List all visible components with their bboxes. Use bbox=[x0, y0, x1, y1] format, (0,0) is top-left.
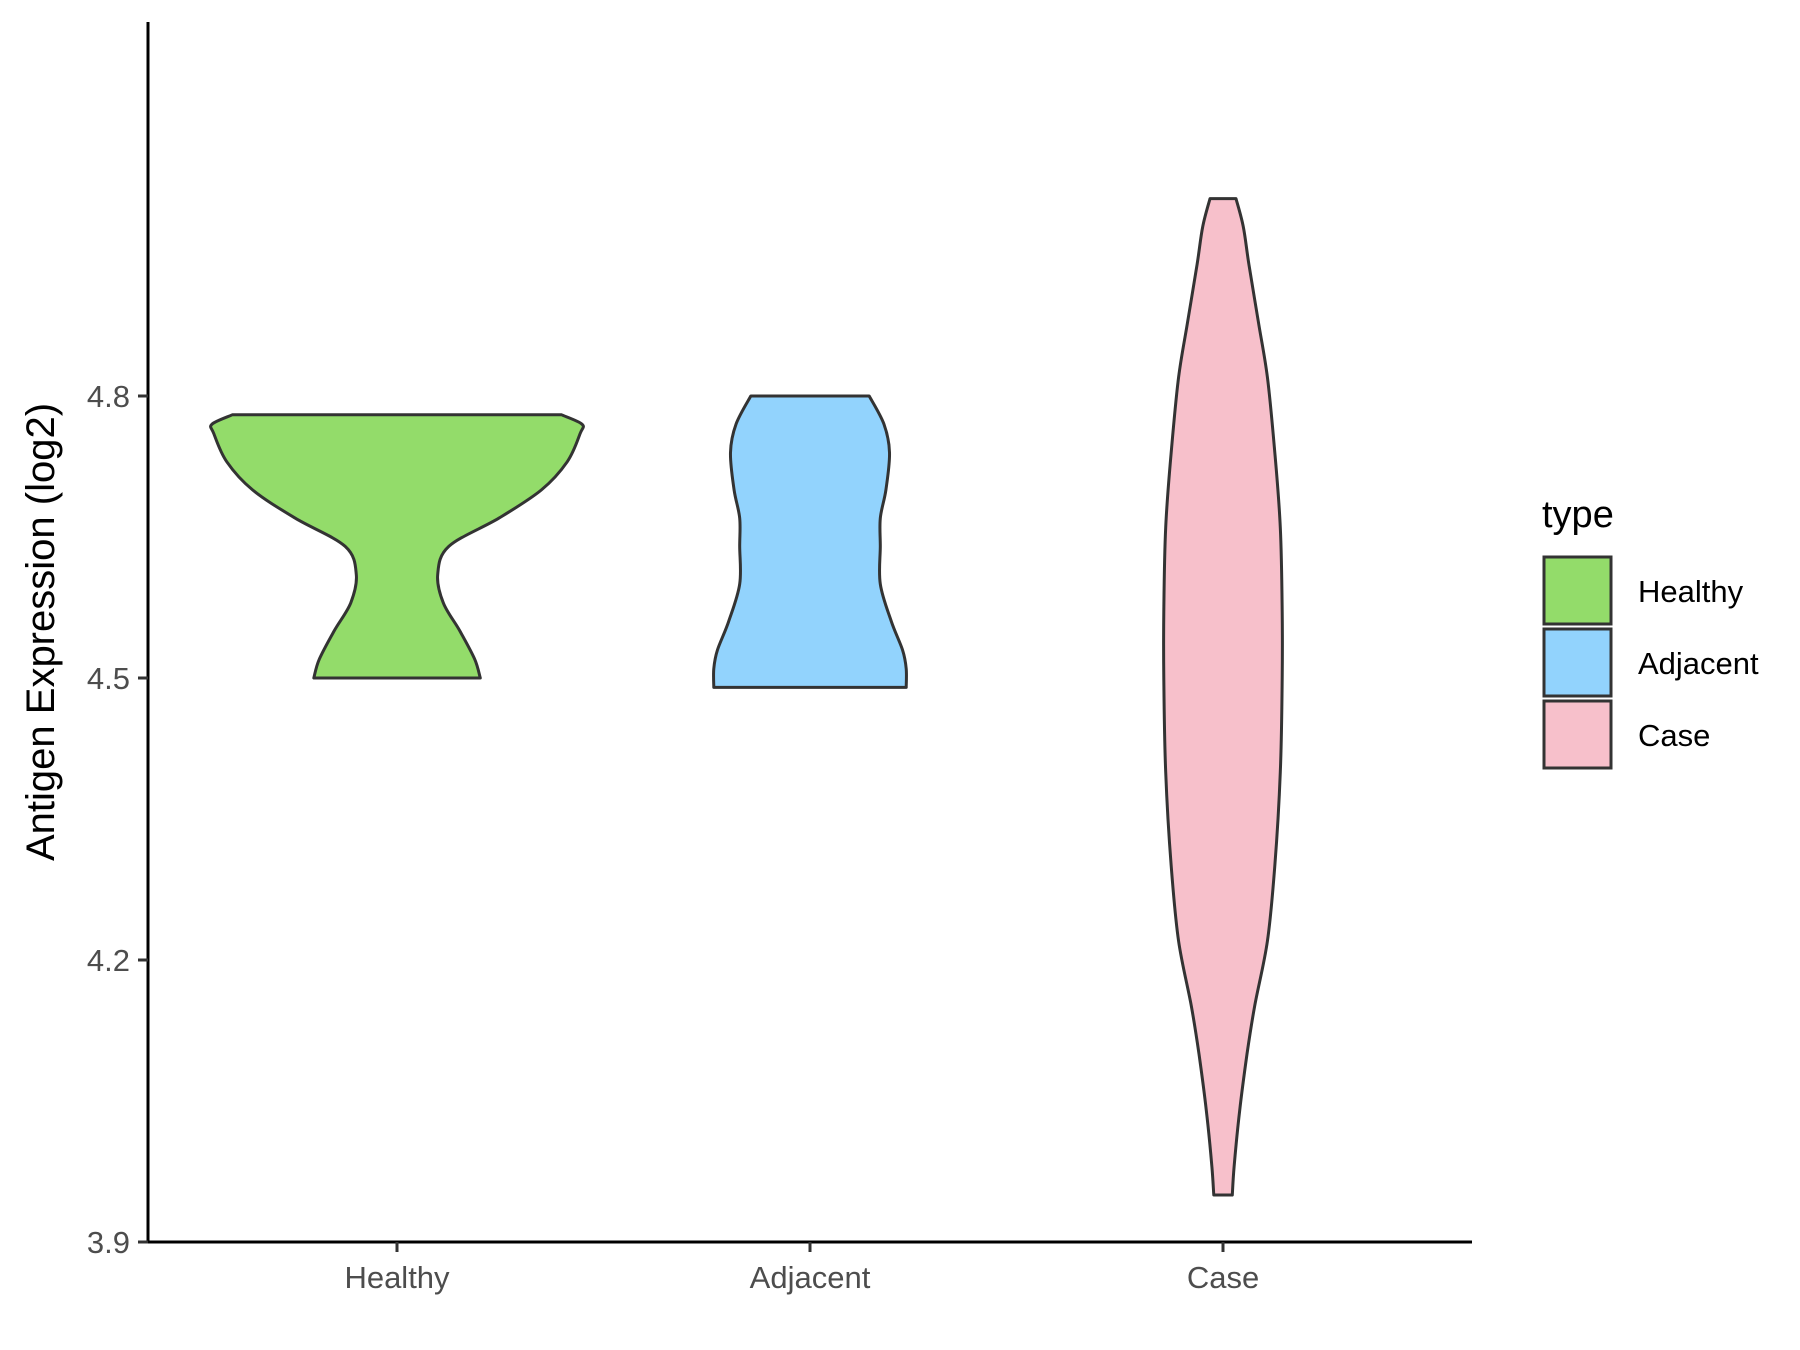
legend-entries: Healthy Adjacent Case bbox=[1542, 555, 1759, 770]
y-axis-title: Antigen Expression (log2) bbox=[19, 403, 63, 861]
violin-adjacent bbox=[712, 394, 908, 689]
legend-title: type bbox=[1542, 494, 1614, 536]
y-tick-label: 4.5 bbox=[87, 661, 130, 696]
legend-label-adjacent: Adjacent bbox=[1638, 646, 1759, 681]
legend-label-healthy: Healthy bbox=[1638, 574, 1744, 609]
x-axis-ticks: Healthy Adjacent Case bbox=[344, 1242, 1259, 1295]
legend-swatch-adjacent bbox=[1542, 627, 1613, 698]
y-tick-label: 3.9 bbox=[87, 1225, 130, 1260]
legend: type Healthy Adjacent Case bbox=[1542, 494, 1759, 770]
violin-healthy bbox=[209, 413, 585, 680]
x-tick-label: Case bbox=[1187, 1260, 1259, 1295]
y-tick-label: 4.8 bbox=[87, 379, 130, 414]
legend-label-case: Case bbox=[1638, 718, 1710, 753]
legend-swatch-healthy bbox=[1542, 555, 1613, 626]
legend-swatch-case bbox=[1542, 699, 1613, 770]
y-tick-label: 4.2 bbox=[87, 943, 130, 978]
violin-case bbox=[1162, 197, 1284, 1197]
x-tick-label: Adjacent bbox=[750, 1260, 871, 1295]
x-tick-label: Healthy bbox=[344, 1260, 450, 1295]
violin-layer bbox=[209, 197, 1284, 1197]
y-axis-ticks: 3.9 4.2 4.5 4.8 bbox=[87, 379, 148, 1260]
